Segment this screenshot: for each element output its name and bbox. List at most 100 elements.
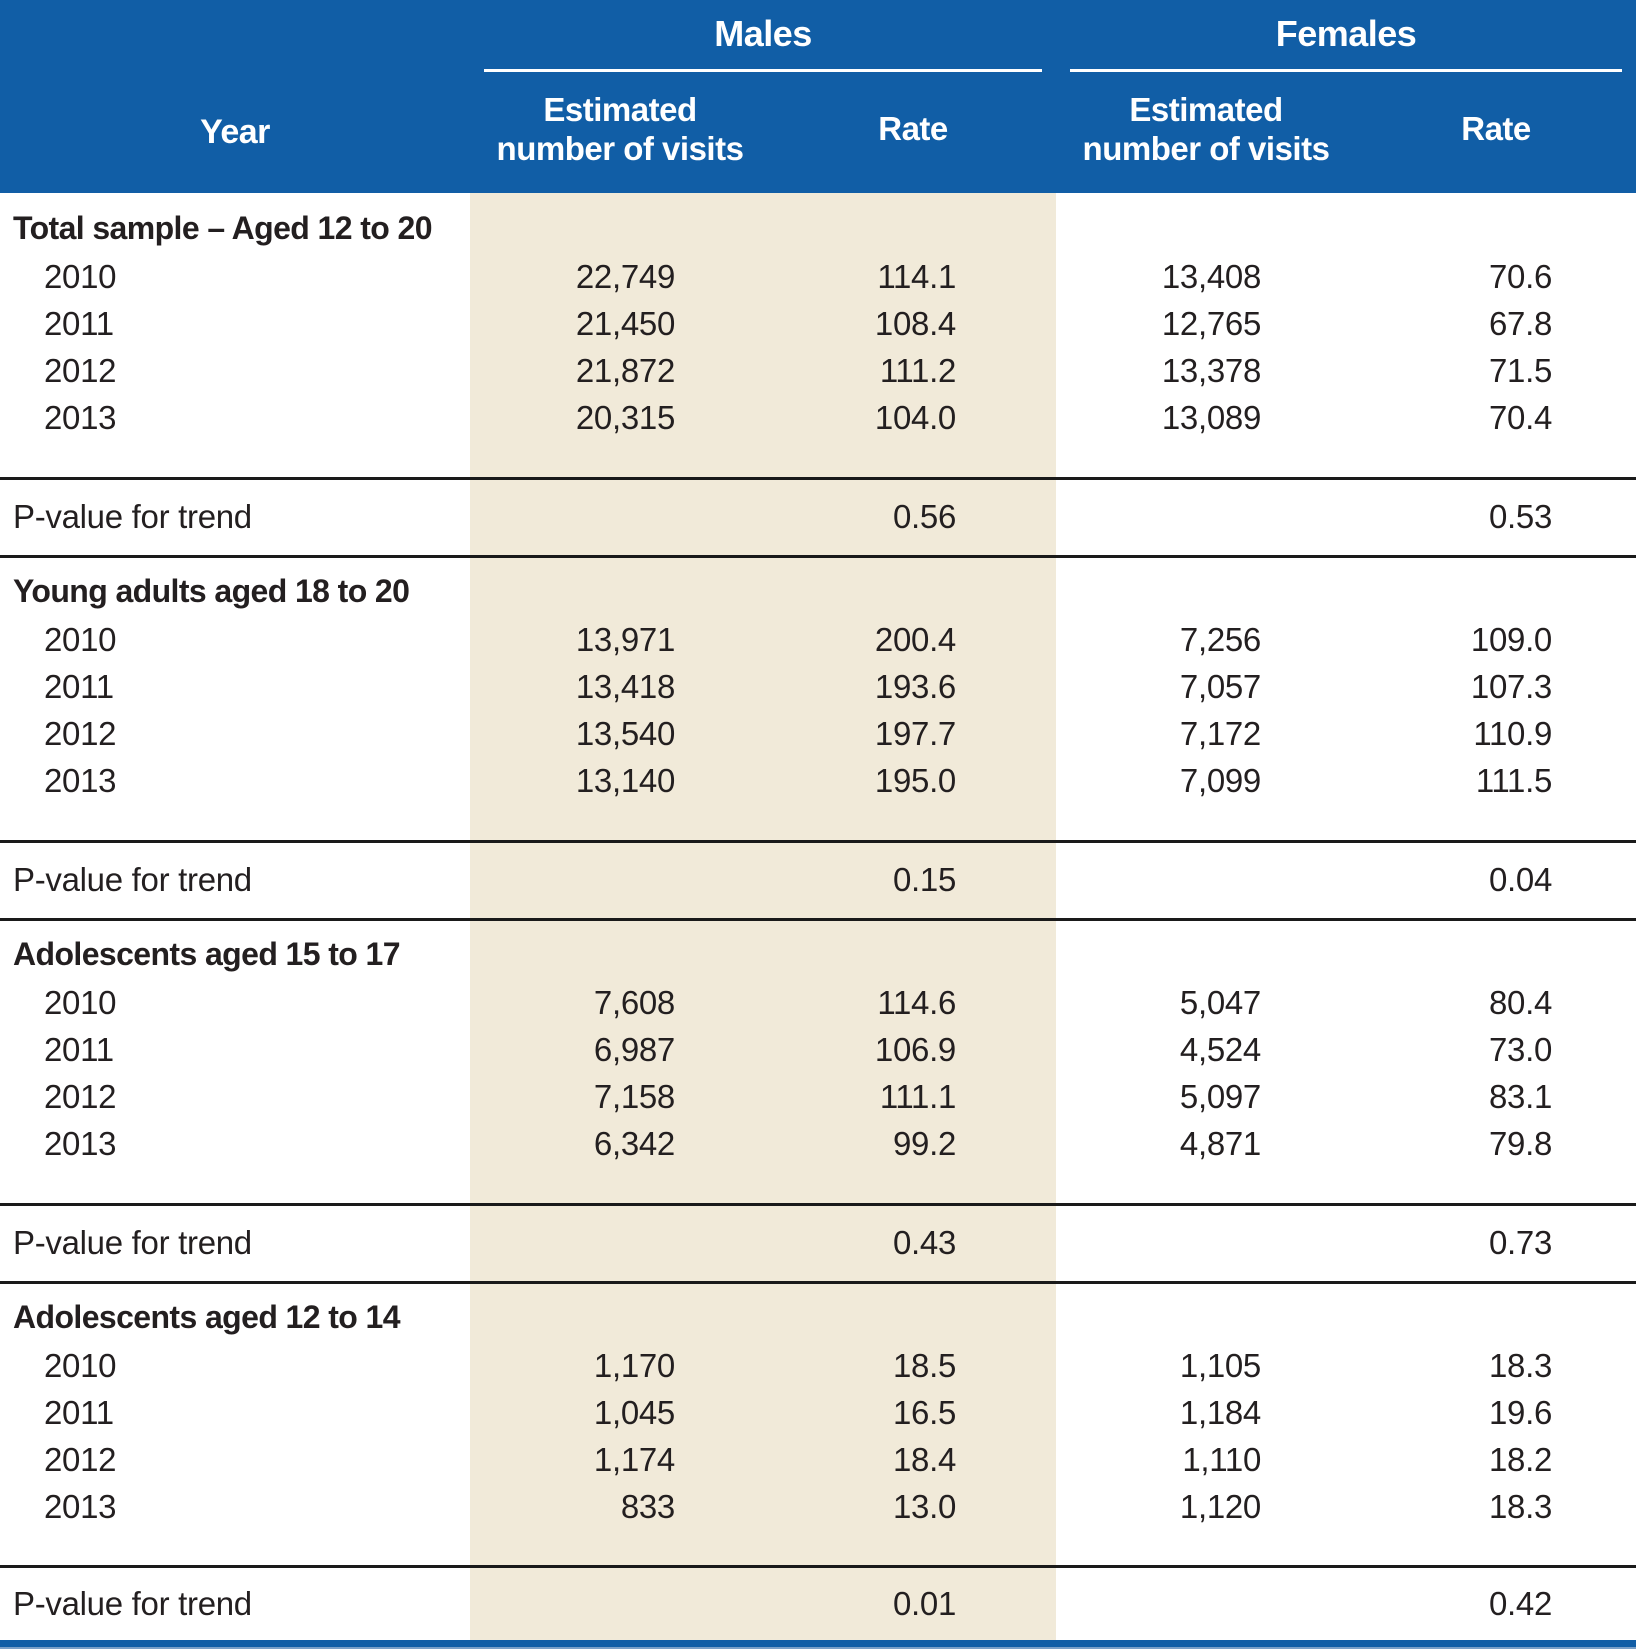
empty-cell <box>470 556 770 616</box>
spacer-row <box>0 804 1636 841</box>
females-group-header: Females <box>1056 0 1636 72</box>
females-visits-cell: 1,105 <box>1179 1346 1261 1384</box>
males-visits-cell: 13,540 <box>470 710 770 757</box>
empty-cell <box>0 1530 470 1566</box>
males-visits-cell: 21,450 <box>470 300 770 347</box>
section-title: Adolescents aged 12 to 14 <box>13 1299 401 1335</box>
males-visits-cell: 22,749 <box>470 253 770 300</box>
empty-cell <box>1056 1167 1356 1204</box>
males-visits-cell: 1,174 <box>470 1436 770 1483</box>
data-row: 2011 21,450 108.4 12,765 67.8 <box>0 300 1636 347</box>
males-visits-cell: 1,045 <box>470 1389 770 1436</box>
empty-cell <box>1356 556 1636 616</box>
data-row: 2011 6,987 106.9 4,524 73.0 <box>0 1026 1636 1073</box>
males-rate-cell: 111.2 <box>770 347 1056 394</box>
year-cell: 2012 <box>44 1440 117 1478</box>
females-rate-cell: 83.1 <box>1488 1077 1552 1115</box>
empty-cell <box>1356 1282 1636 1342</box>
p-value-label: P-value for trend <box>0 839 470 921</box>
data-row: 2013 20,315 104.0 13,089 70.4 <box>0 394 1636 441</box>
year-column-header: Year <box>0 0 470 193</box>
section-title-row: Total sample – Aged 12 to 20 <box>0 193 1636 253</box>
p-value-row: P-value for trend 0.43 0.73 <box>0 1202 1636 1284</box>
females-rate-cell: 73.0 <box>1488 1030 1552 1068</box>
males-rate-cell: 99.2 <box>770 1120 1056 1167</box>
p-value-row: P-value for trend 0.56 0.53 <box>0 476 1636 558</box>
empty-cell <box>1356 193 1636 253</box>
empty-cell <box>1056 839 1356 921</box>
p-value-label: P-value for trend <box>0 1202 470 1284</box>
females-visits-cell: 4,524 <box>1179 1030 1261 1068</box>
females-visits-column-header: Estimated number of visits <box>1056 72 1356 193</box>
section-title: Young adults aged 18 to 20 <box>13 573 410 609</box>
year-cell: 2013 <box>44 1487 117 1525</box>
year-cell: 2011 <box>44 1030 114 1068</box>
females-rate-cell: 18.2 <box>1488 1440 1552 1478</box>
males-rate-cell: 197.7 <box>770 710 1056 757</box>
females-visits-cell: 1,184 <box>1179 1393 1261 1431</box>
year-cell: 2011 <box>44 304 114 342</box>
empty-cell <box>1056 1530 1356 1566</box>
males-rate-cell: 193.6 <box>770 663 1056 710</box>
empty-cell <box>470 804 770 841</box>
females-visits-cell: 7,057 <box>1179 667 1261 705</box>
empty-cell <box>1356 804 1636 841</box>
year-cell: 2010 <box>44 257 117 295</box>
males-rate-cell: 111.1 <box>770 1073 1056 1120</box>
section-title-row: Adolescents aged 15 to 17 <box>0 919 1636 979</box>
spacer-row <box>0 1530 1636 1566</box>
p-value-males: 0.01 <box>770 1564 1056 1640</box>
males-rate-column-header: Rate <box>770 72 1056 193</box>
section-title: Adolescents aged 15 to 17 <box>13 936 401 972</box>
females-rate-cell: 70.4 <box>1488 398 1552 436</box>
data-row: 2011 1,045 16.5 1,184 19.6 <box>0 1389 1636 1436</box>
females-rate-cell: 67.8 <box>1488 304 1552 342</box>
females-visits-cell: 7,099 <box>1179 761 1261 799</box>
females-visits-cell: 13,408 <box>1161 257 1261 295</box>
females-rate-cell: 110.9 <box>1473 714 1552 752</box>
females-rate-cell: 79.8 <box>1488 1124 1552 1162</box>
data-row: 2012 7,158 111.1 5,097 83.1 <box>0 1073 1636 1120</box>
males-rate-cell: 18.5 <box>770 1342 1056 1389</box>
p-value-row: P-value for trend 0.15 0.04 <box>0 839 1636 921</box>
empty-cell <box>770 193 1056 253</box>
empty-cell <box>1056 193 1356 253</box>
empty-cell <box>470 919 770 979</box>
p-value-females: 0.04 <box>1356 839 1636 921</box>
males-rate-cell: 114.1 <box>770 253 1056 300</box>
empty-cell <box>770 1530 1056 1566</box>
empty-cell <box>770 1282 1056 1342</box>
empty-cell <box>770 919 1056 979</box>
females-rate-cell: 71.5 <box>1488 351 1552 389</box>
data-row: 2010 1,170 18.5 1,105 18.3 <box>0 1342 1636 1389</box>
females-group-underline <box>1070 69 1622 72</box>
males-rate-cell: 200.4 <box>770 616 1056 663</box>
p-value-label: P-value for trend <box>0 1564 470 1640</box>
males-visits-cell: 20,315 <box>470 394 770 441</box>
year-cell: 2010 <box>44 1346 117 1384</box>
p-value-males: 0.56 <box>770 476 1056 558</box>
year-cell: 2010 <box>44 620 117 658</box>
females-visits-cell: 13,089 <box>1161 398 1261 436</box>
males-rate-cell: 13.0 <box>770 1483 1056 1530</box>
bottom-rule-bar <box>0 1640 1636 1647</box>
data-row: 2011 13,418 193.6 7,057 107.3 <box>0 663 1636 710</box>
empty-cell <box>470 1282 770 1342</box>
males-rate-cell: 18.4 <box>770 1436 1056 1483</box>
empty-cell <box>470 476 770 558</box>
p-value-label: P-value for trend <box>0 476 470 558</box>
year-cell: 2012 <box>44 1077 117 1115</box>
group-header-row: Year Males Females <box>0 0 1636 193</box>
males-rate-cell: 106.9 <box>770 1026 1056 1073</box>
p-value-females: 0.73 <box>1356 1202 1636 1284</box>
p-value-males: 0.15 <box>770 839 1056 921</box>
males-visits-cell: 13,418 <box>470 663 770 710</box>
data-row: 2013 13,140 195.0 7,099 111.5 <box>0 757 1636 804</box>
empty-cell <box>470 839 770 921</box>
females-rate-cell: 111.5 <box>1475 761 1552 799</box>
empty-cell <box>470 1167 770 1204</box>
p-value-females: 0.53 <box>1356 476 1636 558</box>
bottom-rule-light <box>0 1647 1636 1649</box>
males-visits-cell: 13,971 <box>470 616 770 663</box>
